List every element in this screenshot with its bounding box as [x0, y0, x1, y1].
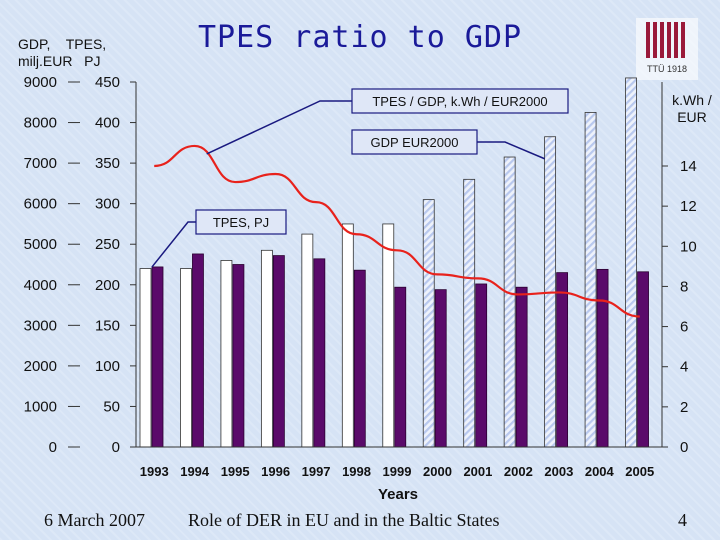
tpes-tick-label: 0	[112, 439, 120, 456]
x-tick-label-1999: 1999	[383, 464, 412, 479]
tpes-bar-2001	[475, 283, 488, 448]
left-units-line2: milj.EUR PJ	[18, 53, 101, 69]
gdp-tick-label: 5000	[24, 236, 57, 253]
ratio-tick-label: 8	[680, 278, 688, 295]
tpes-tick-label: 400	[95, 115, 120, 132]
x-tick-label-1994: 1994	[180, 464, 210, 479]
tpes-tick-label: 150	[95, 317, 120, 334]
ratio-tick-label: 0	[680, 439, 688, 456]
slide-title: TPES ratio to GDP	[197, 20, 523, 55]
gdp-bar-1997	[301, 233, 314, 448]
university-logo: TTÜ 1918	[636, 18, 698, 80]
ratio-tick-label: 12	[680, 198, 697, 215]
gdp-bar-1999	[382, 223, 395, 448]
x-axis-label: Years	[378, 486, 418, 503]
gdp-bar-1998	[341, 223, 354, 448]
tpes-tick-label: 350	[95, 155, 120, 172]
annotation-leader-ratio	[206, 100, 352, 155]
gdp-bar-1994	[180, 268, 192, 448]
ratio-tick-label: 6	[680, 319, 688, 336]
annotation-box-0	[351, 88, 569, 114]
x-tick-label-2000: 2000	[423, 464, 452, 479]
tpes-bar-2005	[637, 271, 649, 448]
annotation-leader-tpes	[151, 221, 196, 268]
gdp-tick-label: 9000	[24, 74, 57, 91]
tpes-tick-label: 250	[95, 236, 120, 253]
tpes-bar-2003	[556, 272, 569, 448]
annotation-label-2: TPES, PJ	[213, 215, 269, 230]
tpes-bar-1993	[151, 266, 164, 448]
annotation-box-1	[351, 129, 478, 155]
gdp-bar-2005	[625, 77, 637, 448]
tpes-tick-label: 50	[103, 398, 120, 415]
x-tick-label-2004: 2004	[585, 464, 615, 479]
gdp-bar-2004	[584, 112, 597, 448]
gdp-bar-1995	[220, 260, 233, 448]
gdp-bar-2001	[463, 178, 476, 448]
gdp-bar-1996	[260, 249, 273, 448]
tpes-bar-2000	[434, 289, 447, 448]
x-tick-label-2002: 2002	[504, 464, 533, 479]
annotation-label-1: GDP EUR2000	[371, 135, 459, 150]
x-tick-label-2003: 2003	[544, 464, 573, 479]
tpes-bar-1995	[232, 264, 245, 448]
ratio-tick-label: 4	[680, 359, 688, 376]
x-tick-label-1997: 1997	[302, 464, 331, 479]
gdp-bar-1993	[139, 268, 152, 448]
page-number: 4	[678, 510, 687, 530]
gdp-bar-2000	[422, 199, 435, 448]
gdp-tick-label: 4000	[24, 277, 57, 294]
gdp-tick-label: 3000	[24, 317, 57, 334]
logo-text: TTÜ 1918	[647, 64, 687, 74]
x-tick-label-1993: 1993	[140, 464, 169, 479]
annotation-box-2	[195, 209, 287, 235]
tpes-bar-1998	[353, 269, 366, 448]
tpes-tick-label: 450	[95, 74, 120, 91]
gdp-tick-label: 2000	[24, 358, 57, 375]
ratio-tick-label: 10	[680, 238, 697, 255]
gdp-tick-label: 8000	[24, 115, 57, 132]
ratio-tick-label: 2	[680, 399, 688, 416]
footer-date: 6 March 2007	[44, 510, 145, 530]
gdp-tick-label: 6000	[24, 196, 57, 213]
tpes-bar-1999	[394, 286, 407, 448]
left-units-label: GDP, TPES, milj.EUR PJ	[18, 36, 106, 70]
tpes-bar-1996	[272, 255, 285, 448]
x-tick-label-2005: 2005	[625, 464, 654, 479]
annotation-label-0: TPES / GDP, k.Wh / EUR2000	[372, 94, 547, 109]
annotation-leader-gdp	[477, 141, 545, 160]
gdp-bar-2002	[503, 156, 516, 448]
footer-title: Role of DER in EU and in the Baltic Stat…	[188, 510, 500, 530]
x-tick-label-1996: 1996	[261, 464, 290, 479]
x-tick-label-2001: 2001	[463, 464, 492, 479]
x-tick-label-1995: 1995	[221, 464, 250, 479]
tpes-tick-label: 200	[95, 277, 120, 294]
tpes-bar-1997	[313, 258, 326, 448]
right-unit-label: k.Wh / EUR	[672, 92, 712, 125]
gdp-tick-label: 0	[49, 439, 57, 456]
left-units-line1: GDP, TPES,	[18, 36, 107, 52]
gdp-tick-label: 1000	[24, 398, 57, 415]
x-tick-label-1998: 1998	[342, 464, 371, 479]
ratio-tick-label: 14	[680, 158, 697, 175]
tpes-tick-label: 100	[95, 358, 120, 375]
tpes-bar-2004	[596, 268, 609, 448]
gdp-tick-label: 7000	[24, 155, 57, 172]
tpes-bar-1994	[192, 253, 204, 448]
tpes-bar-2002	[515, 286, 528, 448]
tpes-tick-label: 300	[95, 196, 120, 213]
